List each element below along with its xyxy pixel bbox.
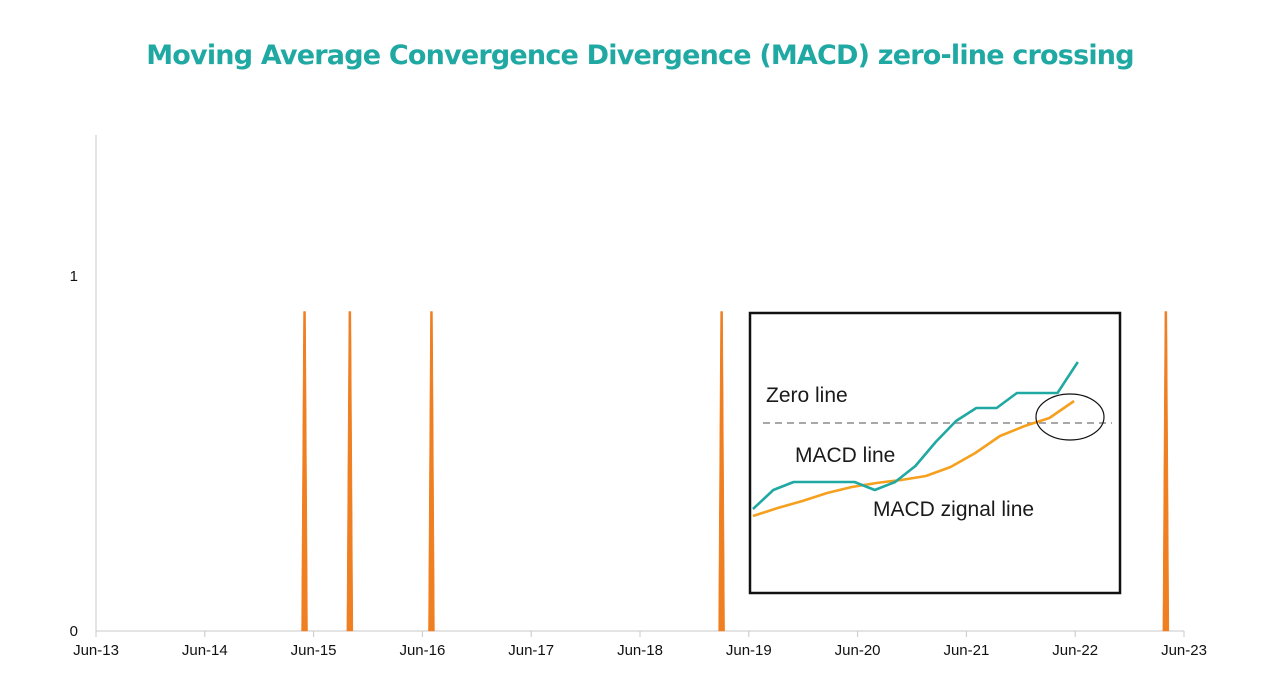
macd-line-label: MACD line <box>795 444 895 467</box>
x-tick-label: Jun-16 <box>399 642 445 659</box>
axes: Jun-13 Jun-14 Jun-15 Jun-16 Jun-17 Jun-18 Jun-… <box>70 135 1207 659</box>
crossing-spike <box>718 311 725 632</box>
x-tick-label: Jun-14 <box>182 642 228 659</box>
signal-line-label: MACD zignal line <box>873 498 1034 521</box>
zero-line-label: Zero line <box>766 384 848 407</box>
x-tick-label: Jun-19 <box>726 642 772 659</box>
crossing-spike <box>1162 311 1170 632</box>
inset-frame <box>748 311 1122 595</box>
x-tick-label: Jun-21 <box>943 642 989 659</box>
x-tick-label: Jun-22 <box>1052 642 1098 659</box>
y-tick-label: 1 <box>70 268 78 285</box>
x-tick-label: Jun-13 <box>73 642 119 659</box>
crossing-spike <box>428 311 435 632</box>
chart-title: Moving Average Convergence Divergence (M… <box>146 40 1134 71</box>
x-tick-label: Jun-17 <box>508 642 554 659</box>
crossing-spike <box>346 311 354 632</box>
x-tick-label: Jun-15 <box>291 642 337 659</box>
crossing-spikes <box>301 311 1170 632</box>
signal-line <box>752 399 1075 518</box>
y-tick-label: 0 <box>70 623 78 640</box>
crossing-highlight-circle <box>1035 393 1105 441</box>
inset-illustration: Zero line MACD line MACD zignal line <box>748 311 1122 595</box>
x-tick-label: Jun-23 <box>1161 642 1207 659</box>
x-tick-label: Jun-20 <box>835 642 881 659</box>
macd-line <box>752 361 1079 510</box>
x-tick-label: Jun-18 <box>617 642 663 659</box>
crossing-spike <box>301 311 308 632</box>
